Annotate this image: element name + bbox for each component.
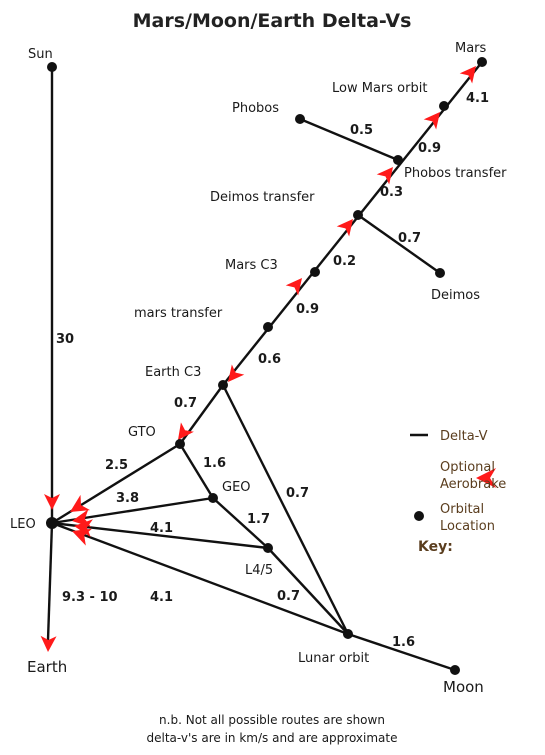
aerobrake-arrow-icon xyxy=(285,278,302,296)
edge-deimos-transfer-deimos xyxy=(357,214,441,274)
node-geo xyxy=(208,493,218,503)
aerobrake-arrow-icon xyxy=(40,635,57,652)
node-moon xyxy=(450,665,460,675)
delta-v-values: 30 4.1 0.5 0.9 0.3 0.7 0.2 0.9 0.6 0.7 1… xyxy=(56,91,489,650)
legend-orbital-label-2: Location xyxy=(440,519,495,534)
node-l4-5 xyxy=(263,543,273,553)
dv-lmo-pt: 0.9 xyxy=(418,141,441,156)
aerobrake-arrow-icon xyxy=(459,66,476,84)
label-gto: GTO xyxy=(128,425,156,440)
edge-gto-geo xyxy=(178,443,215,499)
dv-dt-deimos: 0.7 xyxy=(398,231,421,246)
legend-aerobrake-label-2: Aerobrake xyxy=(440,477,506,492)
footnote: n.b. Not all possible routes are shown d… xyxy=(147,713,398,745)
dv-ec3-lunar: 0.7 xyxy=(286,486,309,501)
diagram-title: Mars/Moon/Earth Delta-Vs xyxy=(133,10,412,32)
dv-sun-leo: 30 xyxy=(56,332,74,347)
edge-geo-l45 xyxy=(212,497,269,549)
dv-lunar-leo: 4.1 xyxy=(150,590,173,605)
dv-dt-mc3: 0.2 xyxy=(333,254,356,269)
label-deimos-transfer: Deimos transfer xyxy=(210,190,315,205)
dv-geo-l45: 1.7 xyxy=(247,512,270,527)
label-mars-transfer: mars transfer xyxy=(134,306,223,321)
legend-orbital-dot xyxy=(414,511,424,521)
dv-pt-dt: 0.3 xyxy=(380,185,403,200)
dv-gto-leo: 2.5 xyxy=(105,458,128,473)
dv-leo-earth: 9.3 - 10 xyxy=(62,590,118,605)
edge-phobos-phobos-transfer xyxy=(299,117,399,162)
node-gto xyxy=(175,439,185,449)
label-geo: GEO xyxy=(222,480,251,495)
dv-gto-geo: 1.6 xyxy=(203,456,226,471)
label-mars: Mars xyxy=(455,41,487,56)
aerobrake-arrow-icon xyxy=(423,112,440,130)
aerobrake-arrow-icon xyxy=(70,494,91,512)
label-mars-c3: Mars C3 xyxy=(225,258,278,273)
label-deimos: Deimos xyxy=(431,288,480,303)
aerobrake-arrow-icon xyxy=(336,219,353,237)
aerobrake-arrow-icon xyxy=(74,519,93,538)
node-mars-transfer xyxy=(263,322,273,332)
edge-l45-leo xyxy=(51,521,269,550)
label-sun: Sun xyxy=(28,47,53,62)
dv-phobos-pt: 0.5 xyxy=(350,123,373,138)
node-mars xyxy=(477,57,487,67)
aerobrake-arrow-icon xyxy=(44,494,60,510)
orbital-locations xyxy=(46,57,487,675)
dv-l45-lunar: 0.7 xyxy=(277,589,300,604)
node-lunar-orbit xyxy=(343,629,353,639)
node-phobos xyxy=(295,114,305,124)
node-earth-c3 xyxy=(218,380,228,390)
dv-mc3-mt: 0.9 xyxy=(296,302,319,317)
aerobrake-arrow-icon xyxy=(228,364,245,382)
label-phobos-transfer: Phobos transfer xyxy=(404,166,507,181)
label-phobos: Phobos xyxy=(232,101,279,116)
node-mars-c3 xyxy=(310,267,320,277)
aerobrake-arrows xyxy=(40,66,476,652)
legend-delta-v-label: Delta-V xyxy=(440,429,488,444)
dv-geo-leo: 3.8 xyxy=(116,491,139,506)
label-low-mars-orbit: Low Mars orbit xyxy=(332,81,427,96)
dv-lunar-moon: 1.6 xyxy=(392,635,415,650)
label-earth: Earth xyxy=(27,658,67,676)
label-earth-c3: Earth C3 xyxy=(145,365,201,380)
node-deimos xyxy=(435,268,445,278)
legend: Delta-V Optional Aerobrake Orbital Locat… xyxy=(410,429,506,555)
legend-heading: Key: xyxy=(418,539,453,555)
node-leo xyxy=(46,517,58,529)
node-sun xyxy=(47,62,57,72)
edge-lunar-orbit-moon xyxy=(347,632,456,672)
node-deimos-transfer xyxy=(353,210,363,220)
edge-l45-lunar-orbit xyxy=(267,547,349,635)
aerobrake-arrow-icon xyxy=(376,167,393,185)
footnote-line-2: delta-v's are in km/s and are approximat… xyxy=(147,731,398,745)
label-lunar-orbit: Lunar orbit xyxy=(298,651,369,666)
dv-mars-lmo: 4.1 xyxy=(466,91,489,106)
edge-leo-earth xyxy=(46,522,54,641)
legend-aerobrake-label-1: Optional xyxy=(440,460,495,475)
label-l4-5: L4/5 xyxy=(245,563,273,578)
node-phobos-transfer xyxy=(393,155,403,165)
dv-l45-leo: 4.1 xyxy=(150,521,173,536)
node-labels: Sun Mars Low Mars orbit Phobos Phobos tr… xyxy=(10,41,507,696)
legend-aerobrake-arrow-icon xyxy=(476,468,496,488)
footnote-line-1: n.b. Not all possible routes are shown xyxy=(159,713,385,727)
edge-earth-c3-lunar-orbit xyxy=(221,384,350,635)
edge-lunar-orbit-leo xyxy=(51,521,349,636)
aerobrake-arrow-icon xyxy=(72,528,92,546)
node-low-mars-orbit xyxy=(439,101,449,111)
dv-ec3-gto: 0.7 xyxy=(174,396,197,411)
aerobrake-arrow-icon xyxy=(178,422,194,440)
label-leo: LEO xyxy=(10,517,36,532)
legend-orbital-label-1: Orbital xyxy=(440,502,484,517)
label-moon: Moon xyxy=(443,678,484,696)
dv-mt-ec3: 0.6 xyxy=(258,352,281,367)
